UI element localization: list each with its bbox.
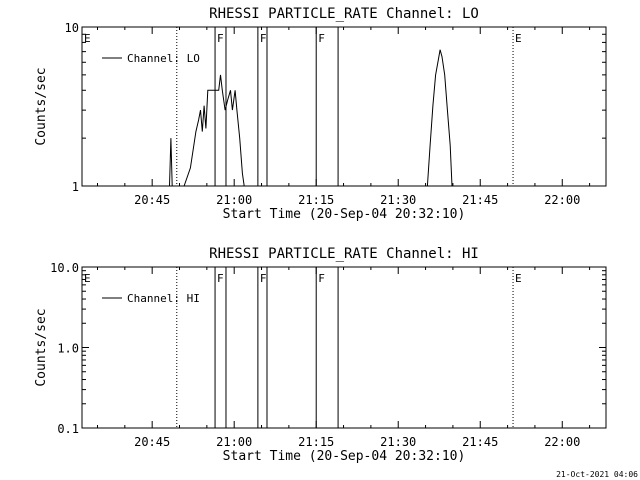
x-tick-label: 21:30: [380, 435, 416, 449]
x-tick-label: 21:00: [216, 193, 252, 207]
event-marker-label: F: [318, 272, 325, 285]
legend-entry: Channel: HI: [127, 292, 200, 305]
chart-panel-2: RHESSI PARTICLE_RATE Channel: HI 20:45 21:…: [34, 246, 607, 464]
event-marker-label: F: [217, 32, 224, 45]
x-tick-label: 22:00: [544, 193, 580, 207]
y-tick-label: 1: [72, 180, 79, 194]
x-tick-label: 20:45: [134, 193, 170, 207]
series-line-1: [169, 49, 453, 187]
x-tick-label: 20:45: [134, 435, 170, 449]
x-tick-label: 21:15: [298, 435, 334, 449]
x-tick-label: 21:30: [380, 193, 416, 207]
x-axis-label: Start Time (20-Sep-04 20:32:10): [223, 207, 466, 222]
event-marker-label: F: [318, 32, 325, 45]
event-marker-label: E: [515, 32, 522, 45]
y-tick-label: 10.0: [50, 261, 79, 275]
chart-panel-1: RHESSI PARTICLE_RATE Channel: LO 20:45 21:…: [34, 6, 607, 222]
chart-title: RHESSI PARTICLE_RATE Channel: HI: [209, 246, 479, 262]
y-axis-label: Counts/sec: [34, 308, 49, 386]
y-tick-label: 1.0: [57, 342, 79, 356]
x-tick-label: 21:45: [462, 435, 498, 449]
y-tick-label: 0.1: [57, 422, 79, 436]
x-tick-label: 22:00: [544, 435, 580, 449]
x-tick-label: 21:00: [216, 435, 252, 449]
x-tick-label: 21:45: [462, 193, 498, 207]
plot-frame: [81, 26, 607, 187]
event-marker-label: E: [84, 32, 91, 45]
event-marker-label: F: [260, 272, 267, 285]
event-marker-label: E: [515, 272, 522, 285]
x-tick-label: 21:15: [298, 193, 334, 207]
chart-title: RHESSI PARTICLE_RATE Channel: LO: [209, 6, 479, 22]
plot-timestamp: 21-Oct-2021 04:06: [556, 470, 638, 479]
event-marker-label: F: [260, 32, 267, 45]
y-tick-label: 10: [65, 21, 79, 35]
legend-entry: Channel: LO: [127, 52, 200, 65]
y-axis-label: Counts/sec: [34, 67, 49, 145]
x-axis-label: Start Time (20-Sep-04 20:32:10): [223, 449, 466, 464]
event-marker-label: E: [84, 272, 91, 285]
event-marker-label: F: [217, 272, 224, 285]
